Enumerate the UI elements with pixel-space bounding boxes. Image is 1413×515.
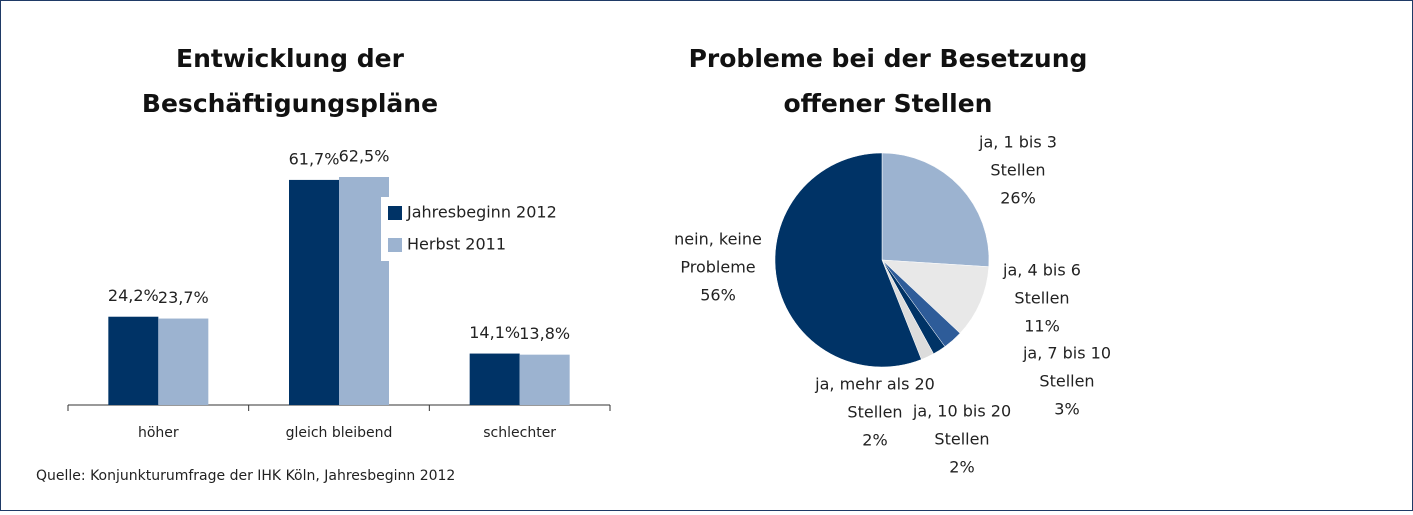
- slice-value-label: 2%: [949, 458, 974, 477]
- chart-title: offener Stellen: [784, 89, 993, 118]
- slice-value-label: 11%: [1024, 317, 1060, 336]
- slice-label: Stellen: [934, 430, 989, 449]
- slice-label: ja, 4 bis 6: [1002, 261, 1081, 280]
- slice-value-label: 3%: [1054, 400, 1079, 419]
- value-label: 13,8%: [519, 324, 570, 343]
- bar: [469, 353, 520, 405]
- value-label: 23,7%: [158, 288, 209, 307]
- legend-swatch: [388, 238, 402, 252]
- legend-bg: [381, 197, 571, 229]
- slice-label: ja, mehr als 20: [814, 375, 935, 394]
- x-tick-label: schlechter: [483, 425, 556, 441]
- value-label: 24,2%: [108, 286, 159, 305]
- slice-label: ja, 7 bis 10: [1022, 344, 1111, 363]
- value-label: 14,1%: [469, 323, 520, 342]
- slice-value-label: 2%: [862, 431, 887, 450]
- slice-label: ja, 10 bis 20: [912, 402, 1011, 421]
- value-label: 61,7%: [289, 149, 340, 168]
- x-tick-label: höher: [138, 425, 179, 441]
- pie-slice: [881, 259, 990, 334]
- slice-label: Probleme: [680, 258, 755, 277]
- slice-label: Stellen: [847, 403, 902, 422]
- bar: [158, 318, 209, 405]
- bar: [519, 354, 570, 405]
- chart-title: Beschäftigungspläne: [142, 89, 438, 118]
- slice-value-label: 26%: [1000, 189, 1036, 208]
- slice-label: ja, 1 bis 3: [978, 133, 1057, 152]
- source: Quelle: Konjunkturumfrage der IHK Köln, …: [36, 468, 455, 484]
- slice-label: Stellen: [1014, 289, 1069, 308]
- pie-slice: [774, 152, 922, 368]
- pie-slice: [881, 152, 990, 267]
- x-tick-label: gleich bleibend: [286, 425, 393, 441]
- slice-label: Stellen: [1039, 372, 1094, 391]
- bar: [339, 177, 389, 405]
- legend-swatch: [388, 206, 402, 220]
- legend-bg: [381, 229, 571, 261]
- bar: [289, 179, 339, 405]
- chart-title: Entwicklung der: [176, 44, 405, 73]
- legend-label: Jahresbeginn 2012: [406, 203, 557, 222]
- legend-label: Herbst 2011: [407, 235, 506, 254]
- slice-label: Stellen: [990, 161, 1045, 180]
- value-label: 62,5%: [339, 147, 390, 166]
- bar: [108, 316, 159, 405]
- chart-title: Probleme bei der Besetzung: [689, 44, 1088, 73]
- slice-value-label: 56%: [700, 286, 736, 305]
- slice-label: nein, keine: [674, 230, 762, 249]
